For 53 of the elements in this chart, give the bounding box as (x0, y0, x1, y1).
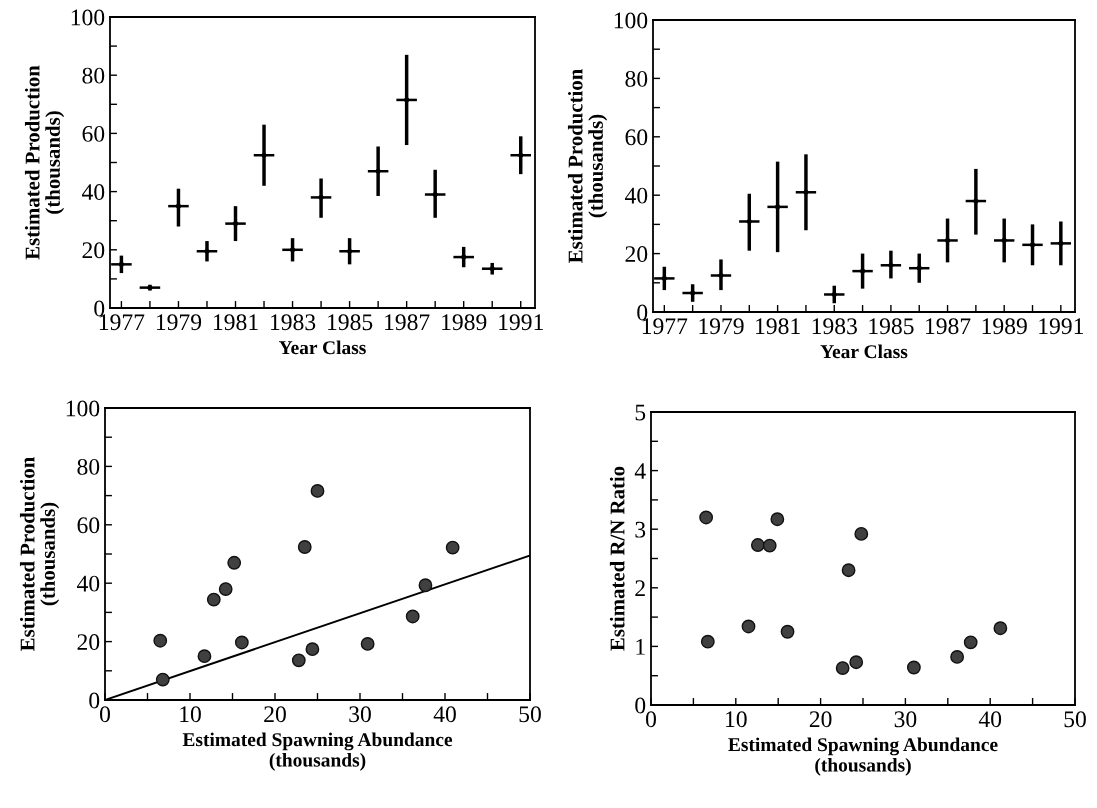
x-tick-label: 10 (180, 706, 201, 723)
y-tick-label: 2 (635, 580, 645, 596)
x-axis-title: Year Class (820, 344, 908, 359)
x-tick-label: 1985 (869, 318, 914, 335)
y-tick-label: 4 (634, 463, 646, 479)
y-tick-label: 40 (624, 187, 648, 204)
x-tick-label: 30 (349, 706, 371, 723)
x-tick-label: 10 (726, 711, 747, 728)
x-tick-label: 1979 (156, 314, 202, 331)
y-tick-label: 20 (625, 246, 648, 263)
y-tick-label: 40 (76, 575, 100, 592)
x-axis-title: Estimated Spawning Abundance (thousands) (728, 737, 998, 776)
x-tick-label: 20 (809, 711, 832, 728)
x-tick-label: 1985 (328, 314, 373, 331)
x-tick-label: 1983 (271, 314, 316, 331)
y-tick-label: 3 (635, 521, 646, 538)
y-tick-label: 60 (77, 517, 100, 534)
x-tick-label: 1989 (442, 314, 487, 331)
y-tick-label: 0 (89, 692, 100, 709)
x-tick-label: 1987 (926, 318, 971, 335)
y-tick-label: 80 (77, 458, 100, 475)
x-tick-label: 1983 (812, 318, 857, 335)
y-tick-label: 80 (82, 67, 105, 84)
x-tick-label: 20 (264, 706, 286, 723)
x-tick-label: 50 (519, 706, 541, 723)
y-tick-label: 100 (71, 9, 105, 26)
y-tick-label: 1 (636, 639, 645, 655)
x-tick-label: 1981 (756, 318, 800, 335)
x-axis-title: Year Class (279, 340, 366, 355)
y-tick-label: 80 (625, 70, 648, 87)
y-tick-label: 20 (77, 634, 100, 651)
y-tick-label: 100 (66, 400, 100, 417)
y-axis-title: Estimated Production (thousands) (19, 456, 60, 651)
y-tick-label: 60 (625, 129, 648, 146)
x-tick-label: 50 (1064, 711, 1086, 728)
y-tick-label: 60 (82, 125, 105, 142)
x-axis-title: Estimated Spawning Abundance (thousands) (182, 732, 453, 771)
x-tick-label: 30 (894, 711, 917, 728)
y-tick-label: 5 (635, 404, 646, 421)
y-tick-label: 40 (81, 184, 105, 201)
y-tick-label: 20 (82, 242, 105, 259)
y-axis-title: Estimated Production (thousands) (567, 68, 608, 263)
x-tick-label: 1989 (982, 318, 1027, 335)
x-tick-label: 1991 (499, 314, 543, 331)
x-tick-label: 1979 (699, 318, 744, 335)
x-tick-label: 40 (433, 706, 456, 723)
x-tick-label: 1981 (213, 314, 258, 331)
y-axis-title: Estimated Production (thousands) (24, 65, 65, 260)
x-tick-label: 40 (978, 711, 1002, 728)
x-tick-label: 1987 (385, 314, 430, 331)
x-tick-label: 1991 (1039, 318, 1084, 335)
y-axis-title: Estimated R/N Ratio (609, 466, 625, 651)
y-tick-label: 100 (614, 12, 648, 29)
